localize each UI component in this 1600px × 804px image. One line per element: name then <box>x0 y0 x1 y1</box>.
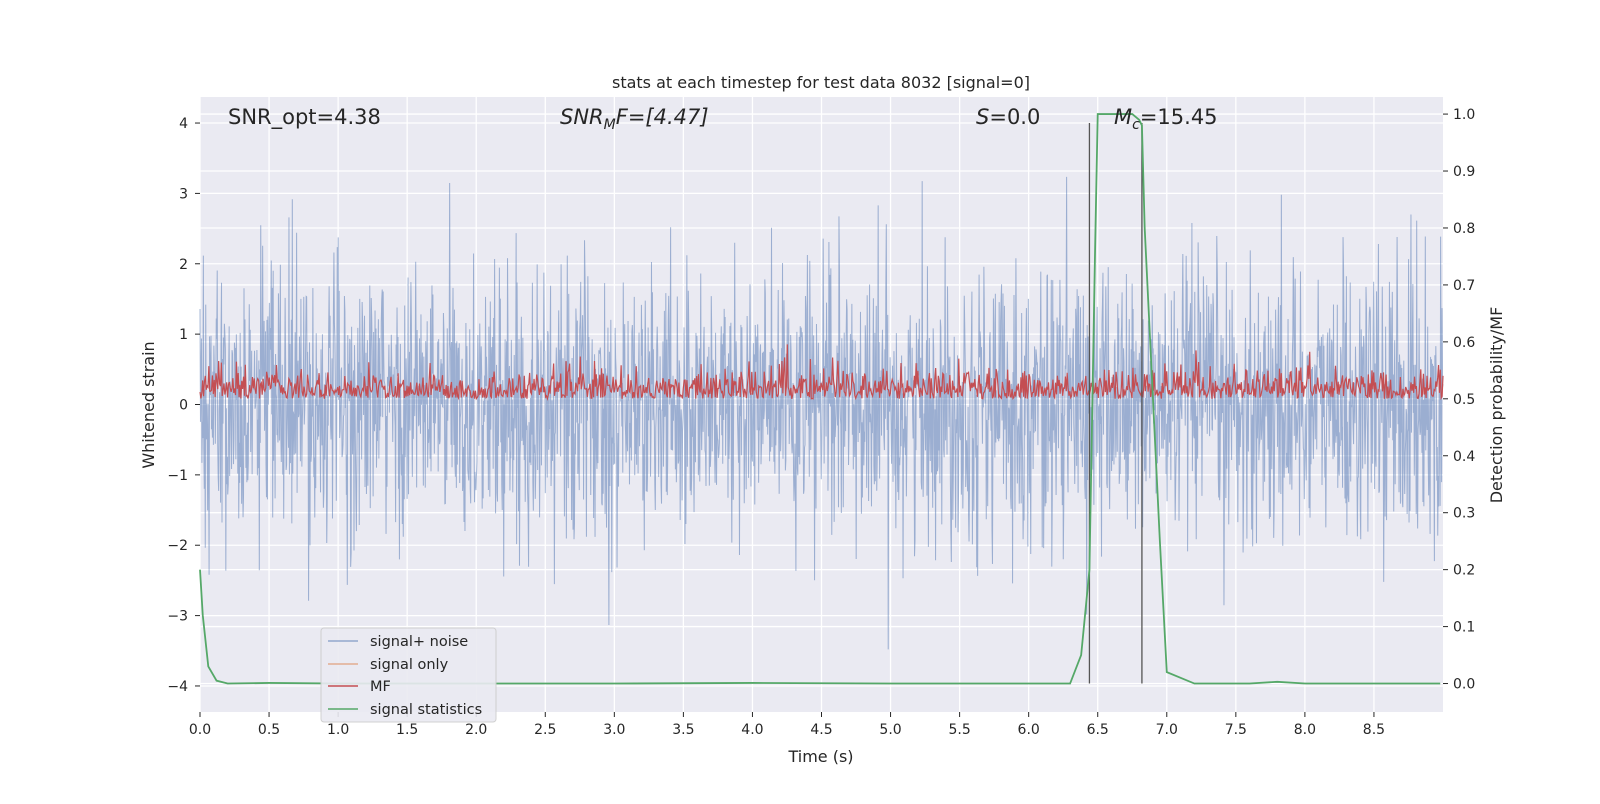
y-tick-label-left: 0 <box>179 398 188 414</box>
y-tick-label-left: −1 <box>167 468 188 484</box>
y-tick-label-right: 0.6 <box>1453 335 1475 351</box>
s-annotation: S=0.0 <box>976 105 1040 129</box>
y-tick-label-right: 0.0 <box>1453 677 1475 693</box>
y-tick-label-right: 0.2 <box>1453 563 1475 579</box>
y-tick-label-right: 0.5 <box>1453 392 1475 408</box>
chart-title: stats at each timestep for test data 803… <box>612 73 1030 92</box>
y-tick-label-right: 0.9 <box>1453 164 1475 180</box>
snr-mf-annotation: SNRMF=[4.47] <box>560 105 709 133</box>
y-tick-label-left: −2 <box>167 538 188 554</box>
x-tick-label: 3.0 <box>603 722 625 738</box>
x-tick-label: 8.0 <box>1294 722 1316 738</box>
mf-series <box>199 344 1444 401</box>
x-tick-label: 7.0 <box>1156 722 1178 738</box>
signal-noise-series <box>199 176 1444 650</box>
signal-statistics-line <box>199 113 1441 685</box>
legend-label-noise: signal+ noise <box>370 634 468 650</box>
x-tick-label: 6.0 <box>1018 722 1040 738</box>
snr-opt-annotation: SNR_opt=4.38 <box>228 105 381 130</box>
y-tick-label-right: 1.0 <box>1453 107 1475 123</box>
y-tick-label-left: −4 <box>167 679 188 695</box>
x-tick-label: 8.5 <box>1363 722 1385 738</box>
mf-line <box>199 344 1444 401</box>
x-tick-label: 1.5 <box>396 722 418 738</box>
x-tick-label: 2.5 <box>534 722 556 738</box>
x-tick-label: 4.0 <box>741 722 763 738</box>
y-tick-label-left: 1 <box>179 327 188 343</box>
mc-annotation: Mc=15.45 <box>1114 105 1218 133</box>
x-tick-label: 4.5 <box>810 722 832 738</box>
y-tick-label-left: 2 <box>179 257 188 273</box>
vertical-markers <box>1088 123 1143 684</box>
legend-box <box>320 627 497 723</box>
y-tick-label-right: 0.4 <box>1453 449 1475 465</box>
y-tick-label-right: 0.8 <box>1453 221 1475 237</box>
x-tick-label: 1.0 <box>327 722 349 738</box>
x-axis-label: Time (s) <box>787 747 853 766</box>
x-tick-label: 5.0 <box>879 722 901 738</box>
x-tick-label: 5.5 <box>948 722 970 738</box>
signal-statistics-series <box>199 113 1441 685</box>
y-axis-label-left: Whitened strain <box>139 341 158 468</box>
x-tick-label: 7.5 <box>1225 722 1247 738</box>
y-axis-label-right: Detection probability/MF <box>1487 307 1506 504</box>
legend-label-signal-only: signal only <box>370 657 449 673</box>
x-tick-label: 2.0 <box>465 722 487 738</box>
signal-noise-line <box>199 176 1444 650</box>
legend-label-mf: MF <box>370 679 391 695</box>
y-tick-label-right: 0.3 <box>1453 506 1475 522</box>
x-tick-label: 0.0 <box>189 722 211 738</box>
y-tick-label-left: −3 <box>167 609 188 625</box>
x-tick-label: 6.5 <box>1087 722 1109 738</box>
x-tick-label: 0.5 <box>258 722 280 738</box>
axis-ticks: 0.0 0.5 1.0 1.5 2.0 2.5 3.0 3.5 4.0 4.5 5.0 5.5 6.0 6… <box>167 107 1475 738</box>
x-tick-label: 3.5 <box>672 722 694 738</box>
y-tick-label-right: 0.7 <box>1453 278 1475 294</box>
y-tick-label-right: 0.1 <box>1453 620 1475 636</box>
legend-label-statistics: signal statistics <box>370 702 482 718</box>
y-tick-label-left: 4 <box>179 116 188 132</box>
y-tick-label-left: 3 <box>179 186 188 202</box>
legend: signal+ noise signal only MF signal stat… <box>320 627 497 723</box>
